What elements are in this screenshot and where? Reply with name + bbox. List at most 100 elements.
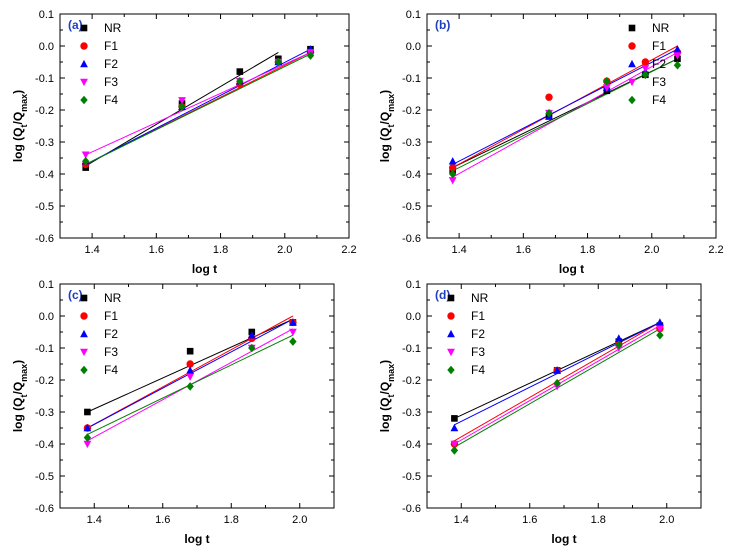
y-tick-label: 0.1 bbox=[406, 9, 421, 21]
data-point-f4 bbox=[83, 433, 92, 442]
y-axis-title: log (Qt/Qmax) bbox=[378, 360, 396, 432]
data-point-f4 bbox=[248, 343, 256, 353]
data-point-f3 bbox=[289, 328, 297, 337]
legend-label-f2: F2 bbox=[104, 327, 118, 341]
x-tick-label: 1.6 bbox=[155, 514, 170, 526]
data-point-f4 bbox=[545, 108, 553, 118]
data-point-f1 bbox=[448, 163, 457, 172]
plot-frame bbox=[426, 13, 717, 239]
legend-label-f1: F1 bbox=[652, 39, 666, 53]
legend-marker-f1 bbox=[80, 312, 88, 320]
x-axis-title: log t bbox=[559, 262, 584, 276]
legend-label-nr: NR bbox=[104, 21, 122, 35]
legend-label-f3: F3 bbox=[104, 75, 118, 89]
data-point-f1 bbox=[545, 93, 553, 101]
data-point-f2 bbox=[289, 318, 297, 326]
legend-marker-f4 bbox=[80, 365, 88, 375]
y-tick-label: -0.2 bbox=[402, 375, 421, 387]
y-tick-label: 0.0 bbox=[39, 311, 54, 323]
data-point-f2 bbox=[614, 334, 623, 342]
data-point-f3 bbox=[186, 373, 195, 381]
plot-frame bbox=[59, 283, 335, 509]
y-axis-title-subscript: t bbox=[386, 395, 396, 398]
data-point-f2 bbox=[450, 423, 459, 432]
y-tick-label: -0.2 bbox=[402, 105, 421, 117]
y-tick-label: 0.0 bbox=[406, 311, 421, 323]
y-axis-title-part: log (Q bbox=[378, 398, 392, 433]
fit-line-f2 bbox=[85, 48, 311, 165]
x-tick-label: 1.4 bbox=[454, 514, 469, 526]
y-tick-label: -0.5 bbox=[402, 201, 421, 213]
y-axis-title-subscript: max bbox=[19, 94, 29, 112]
legend-marker-f2 bbox=[80, 59, 88, 68]
y-tick-label: 0.1 bbox=[39, 9, 54, 21]
data-point-f4 bbox=[615, 340, 623, 350]
legend-marker-nr bbox=[80, 24, 88, 32]
y-axis-title-part: /Q bbox=[11, 382, 25, 395]
x-tick-label: 2.0 bbox=[659, 514, 674, 526]
panel-d: -0.6 -0.5 -0.4 -0.3 -0.2 -0.1 0.0 0.1 1.4 1.6 1.8 2… bbox=[378, 279, 702, 546]
y-axis-title: log (Qt/Qmax) bbox=[378, 90, 396, 162]
data-point-f2 bbox=[186, 366, 195, 374]
legend-label-f4: F4 bbox=[104, 363, 118, 377]
legend-marker-f1 bbox=[447, 312, 455, 320]
panel-label: (c) bbox=[68, 288, 83, 302]
y-tick-label: -0.3 bbox=[35, 137, 54, 149]
data-point-f4 bbox=[553, 378, 561, 388]
data-point-f1 bbox=[186, 360, 194, 368]
fit-line-f4 bbox=[85, 53, 311, 165]
data-point-nr bbox=[451, 415, 458, 422]
y-tick-label: -0.6 bbox=[35, 503, 54, 515]
legend-label-f4: F4 bbox=[104, 93, 118, 107]
y-tick-label: 0.1 bbox=[406, 279, 421, 291]
data-point-f4 bbox=[448, 169, 457, 179]
y-axis-title-part: log (Q bbox=[11, 398, 25, 433]
fit-line-f2 bbox=[452, 48, 678, 165]
y-axis-title-part: ) bbox=[11, 360, 25, 364]
y-tick-label: -0.5 bbox=[35, 201, 54, 213]
legend-marker-f2 bbox=[447, 329, 455, 338]
y-tick-label: -0.5 bbox=[402, 471, 421, 483]
y-axis-title-part: /Q bbox=[11, 112, 25, 125]
legend: NR F1 F2 F3 F4 bbox=[80, 291, 122, 377]
legend-marker-f3 bbox=[447, 348, 455, 357]
legend-marker-f4 bbox=[628, 95, 636, 105]
panel-label: (b) bbox=[435, 18, 450, 32]
x-axis-title: log t bbox=[551, 532, 576, 546]
y-axis-title: log (Qt/Qmax) bbox=[11, 360, 29, 432]
legend-label-f3: F3 bbox=[471, 345, 485, 359]
legend-marker-f2 bbox=[628, 59, 636, 68]
legend-marker-nr bbox=[447, 294, 455, 302]
data-point-f4 bbox=[656, 330, 664, 340]
y-tick-label: -0.3 bbox=[402, 137, 421, 149]
data-point-f4 bbox=[274, 57, 283, 67]
data-point-nr bbox=[236, 68, 244, 75]
data-point-nr bbox=[186, 347, 194, 355]
y-axis-title-part: ) bbox=[11, 90, 25, 94]
x-tick-label: 1.4 bbox=[451, 244, 466, 256]
data-point-f1 bbox=[641, 58, 650, 66]
legend-marker-f1 bbox=[80, 42, 88, 50]
data-point-f2 bbox=[553, 366, 562, 374]
data-point-f4 bbox=[603, 76, 611, 86]
x-tick-label: 1.8 bbox=[580, 244, 595, 256]
data-point-f2 bbox=[673, 45, 682, 53]
data-point-f3 bbox=[673, 52, 682, 60]
data-point-f2 bbox=[656, 318, 664, 326]
data-point-f3 bbox=[178, 97, 186, 105]
data-point-f3 bbox=[450, 440, 459, 449]
y-tick-label: -0.1 bbox=[402, 343, 421, 355]
data-point-f4 bbox=[450, 446, 459, 455]
x-tick-label: 1.4 bbox=[87, 514, 102, 526]
panel-b: -0.6 -0.5 -0.4 -0.3 -0.2 -0.1 0.0 0.1 1.4 1.6 1.8 2… bbox=[378, 9, 724, 276]
legend-label-f3: F3 bbox=[652, 75, 666, 89]
y-tick-label: -0.6 bbox=[35, 233, 54, 245]
y-tick-label: -0.4 bbox=[35, 169, 54, 181]
legend-marker-f4 bbox=[80, 95, 88, 105]
legend-marker-f3 bbox=[80, 348, 88, 357]
y-axis-title-subscript: max bbox=[386, 94, 396, 112]
y-tick-label: -0.2 bbox=[35, 105, 54, 117]
data-point-f3 bbox=[83, 440, 92, 449]
panel-a: -0.6 -0.5 -0.4 -0.3 -0.2 -0.1 0.0 0.1 1.4 1.6 1.8 2… bbox=[11, 9, 357, 276]
